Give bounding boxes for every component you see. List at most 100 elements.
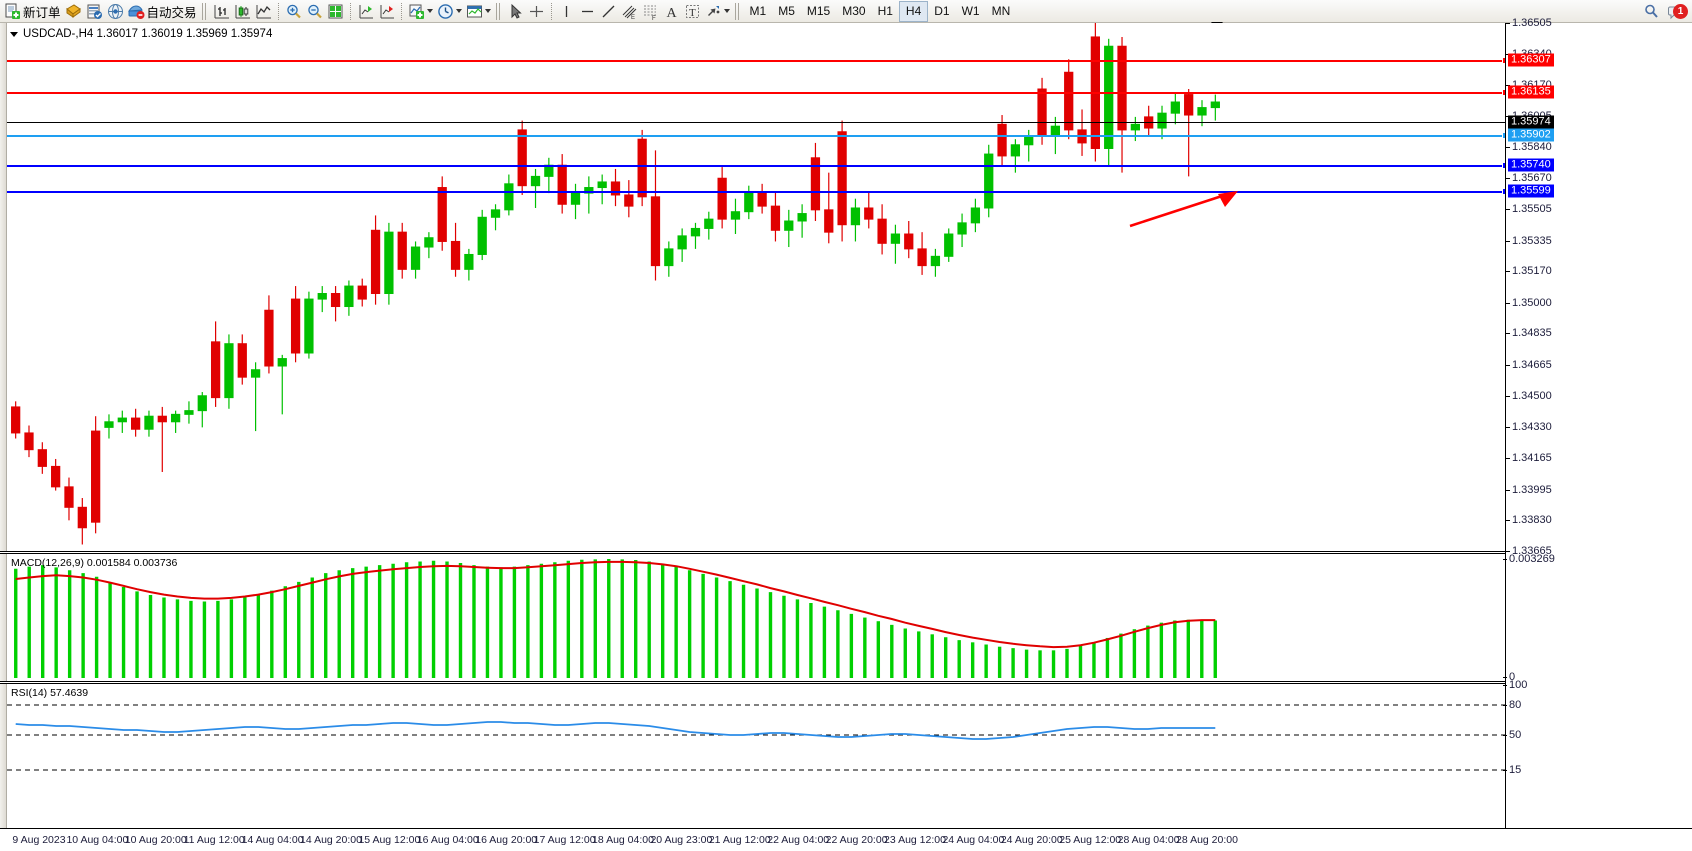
search-button[interactable] [1641, 1, 1662, 22]
timeframe-m30[interactable]: M30 [836, 1, 871, 22]
price-tick: 1.34500 [1506, 389, 1552, 402]
new-order-button[interactable]: 新订单 [2, 1, 63, 22]
horizontal-line-icon [579, 3, 596, 20]
tile-windows-icon [327, 3, 344, 20]
new-order-label: 新订单 [23, 4, 61, 20]
time-tick: 10 Aug 04:00 [66, 834, 129, 846]
price-tick: 1.35670 [1506, 172, 1552, 185]
timeframe-h1[interactable]: H1 [872, 1, 899, 22]
chevron-down-icon[interactable] [723, 9, 730, 13]
macd-tick: 0.003269 [1503, 553, 1555, 565]
timeframe-label: M15 [806, 4, 831, 18]
timeframe-label: W1 [961, 4, 980, 18]
time-tick: 14 Aug 04:00 [241, 834, 304, 846]
rsi-tick: 50 [1502, 729, 1522, 741]
time-tick: 9 Aug 2023 [12, 834, 66, 846]
toolbar-separator-4 [550, 2, 552, 20]
auto-trading-button[interactable]: 自动交易 [126, 1, 199, 22]
terminal-icon-button[interactable] [84, 1, 105, 22]
templates-button[interactable] [464, 1, 493, 22]
signal-globe-icon [107, 3, 124, 20]
timeframe-m1[interactable]: M1 [744, 1, 773, 22]
chevron-down-icon[interactable] [426, 9, 433, 13]
cursor-tool-button[interactable] [505, 1, 526, 22]
timeframe-label: D1 [934, 4, 950, 18]
signals-icon-button[interactable] [105, 1, 126, 22]
chart-area[interactable]: USDCAD-,H4 1.36017 1.36019 1.35969 1.359… [0, 17, 1692, 851]
timeframe-d1[interactable]: D1 [928, 1, 955, 22]
price-pane[interactable] [7, 23, 1509, 551]
channel-icon: E [621, 3, 638, 20]
time-tick: 23 Aug 12:00 [884, 834, 946, 846]
period-button[interactable] [435, 1, 464, 22]
price-scale[interactable]: 1.365051.363401.361701.360051.358401.356… [1502, 17, 1692, 828]
line-chart-button[interactable] [253, 1, 274, 22]
rsi-pane[interactable]: RSI(14) 57.4639 [7, 685, 1505, 785]
timeframe-h4[interactable]: H4 [898, 0, 929, 22]
toolbar-grip-3[interactable] [734, 2, 741, 20]
price-tag-last-price: 1.35974 [1508, 115, 1554, 129]
chevron-down-icon[interactable] [455, 9, 462, 13]
line-chart-icon [255, 3, 272, 20]
timeframe-mn[interactable]: MN [986, 1, 1017, 22]
zoom-in-button[interactable] [283, 1, 304, 22]
terminal-window-icon [86, 3, 103, 20]
candlestick-chart-button[interactable] [232, 1, 253, 22]
tile-windows-button[interactable] [325, 1, 346, 22]
equidistant-channel-button[interactable]: E [619, 1, 640, 22]
timeframe-w1[interactable]: W1 [956, 1, 986, 22]
horizontal-line-button[interactable] [577, 1, 598, 22]
shift-chart-button[interactable] [355, 1, 376, 22]
notifications-button[interactable]: 1 [1662, 1, 1690, 22]
trendline-button[interactable] [598, 1, 619, 22]
arrows-icon [705, 3, 722, 20]
fibonacci-button[interactable]: F [640, 1, 661, 22]
vertical-line-button[interactable] [556, 1, 577, 22]
text-tool-button[interactable]: A [661, 1, 682, 22]
rsi-tick: 100 [1502, 679, 1528, 691]
bar-chart-button[interactable] [211, 1, 232, 22]
cursor-arrow-icon [507, 3, 524, 20]
auto-scroll-button[interactable] [376, 1, 397, 22]
arrows-tool-button[interactable] [703, 1, 732, 22]
price-tick: 1.34835 [1506, 327, 1552, 340]
time-scale[interactable]: 9 Aug 2023 10 Aug 04:00 10 Aug 20:00 11 Aug… [0, 828, 1692, 851]
crosshair-tool-button[interactable] [526, 1, 547, 22]
chevron-down-icon[interactable] [484, 9, 491, 13]
wallet-icon [65, 3, 82, 20]
timeframe-label: M5 [778, 4, 795, 18]
price-tick: 1.35505 [1506, 202, 1552, 215]
time-tick: 10 Aug 20:00 [124, 834, 187, 846]
time-tick: 11 Aug 12:00 [183, 834, 245, 846]
pane-separator-1[interactable] [0, 551, 1505, 554]
macd-plot [14, 558, 1217, 678]
add-indicator-button[interactable] [406, 1, 435, 22]
time-tick: 22 Aug 20:00 [825, 834, 888, 846]
timeframe-m5[interactable]: M5 [772, 1, 801, 22]
wallet-icon-button[interactable] [63, 1, 84, 22]
time-tick: 28 Aug 20:00 [1176, 834, 1238, 846]
chart-menu-caret-icon[interactable] [10, 31, 18, 37]
rsi-plot [7, 704, 1505, 771]
rsi-label: RSI(14) 57.4639 [11, 687, 89, 699]
timeframe-m15[interactable]: M15 [801, 1, 836, 22]
svg-text:F: F [652, 16, 656, 20]
price-tick: 1.34165 [1506, 452, 1552, 465]
notification-badge: 1 [1673, 3, 1688, 19]
timeframe-label: M30 [842, 4, 866, 18]
time-tick: 16 Aug 04:00 [416, 834, 479, 846]
price-tick: 1.35840 [1506, 140, 1552, 153]
time-tick: 17 Aug 12:00 [533, 834, 596, 846]
toolbar-grip-2[interactable] [495, 2, 502, 20]
price-tag-resistance: 1.36307 [1508, 53, 1554, 67]
macd-pane[interactable]: MACD(12,26,9) 0.001584 0.003736 [7, 555, 1505, 681]
zoom-out-button[interactable] [304, 1, 325, 22]
left-gutter [0, 23, 7, 828]
text-label-button[interactable]: T [682, 1, 703, 22]
time-tick: 16 Aug 20:00 [475, 834, 538, 846]
rsi-tick: 80 [1502, 699, 1522, 711]
pane-separator-2[interactable] [0, 681, 1505, 684]
trendline-icon [600, 3, 617, 20]
toolbar-grip-1[interactable] [201, 2, 208, 20]
toolbar-separator-3 [400, 2, 402, 20]
